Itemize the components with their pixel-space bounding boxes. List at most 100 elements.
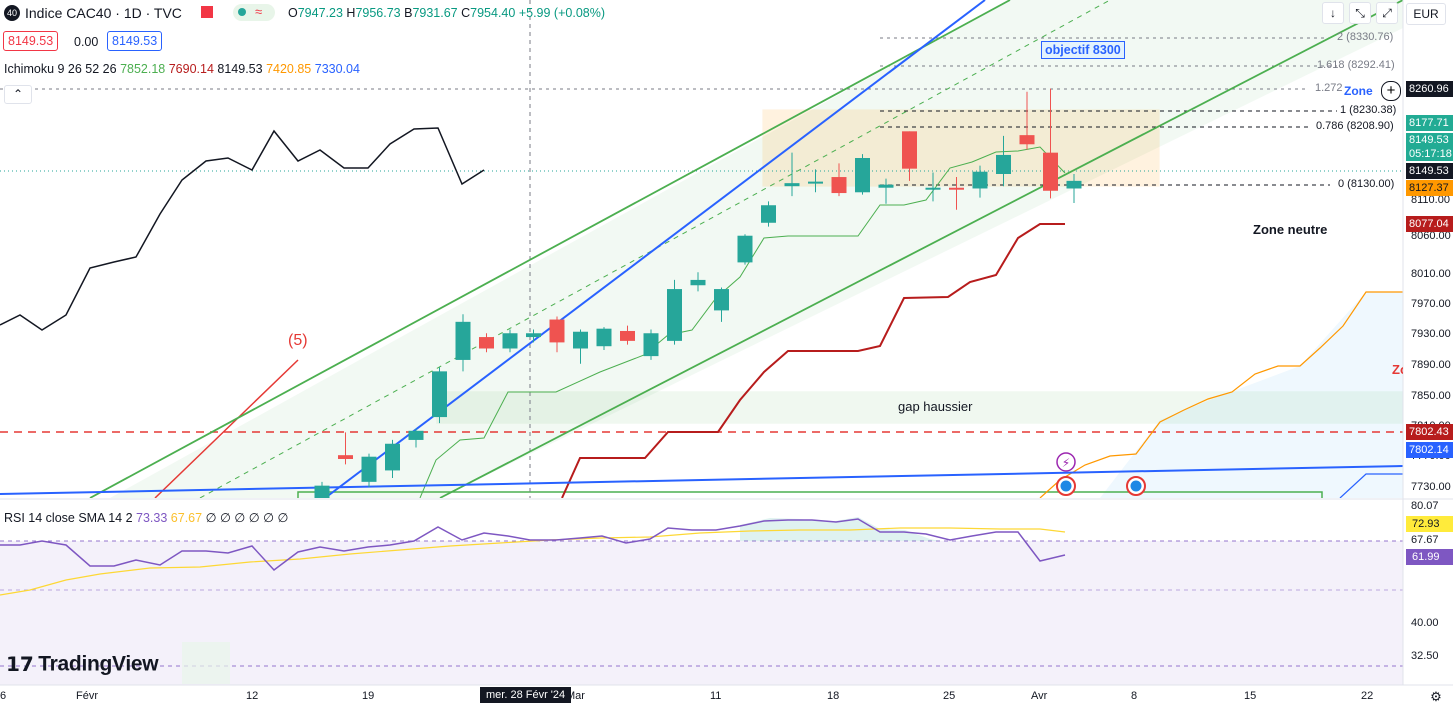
candle[interactable] [737,235,753,263]
candle[interactable] [667,289,682,341]
candle[interactable] [549,319,565,343]
wave-line [154,359,299,498]
candle[interactable] [831,177,847,194]
candle[interactable] [385,443,400,471]
rsi-pane [0,517,1066,596]
candle[interactable] [596,328,612,347]
expand-icon: ⤡ [1355,6,1365,20]
trend-line-flat [0,465,1403,495]
channel-mid-line [199,0,1111,498]
arrows-icon: ⤢ [1382,6,1392,20]
time-label: 11 [710,690,722,702]
countdown-tag: 05:17:18 [1406,147,1453,161]
candle[interactable] [949,187,964,190]
candle[interactable] [479,337,494,349]
candle[interactable] [1043,152,1058,191]
candle[interactable] [855,157,870,193]
buy-price-box[interactable]: 8149.53 [107,31,163,51]
price-axis-label: 7890.00 [1411,359,1451,371]
candle[interactable] [972,171,988,189]
price-axis-label: 7970.00 [1411,298,1451,310]
senkou-b-line [1339,473,1403,498]
price-tag-green: 8177.71 [1406,115,1453,131]
zone-neutre-label[interactable]: Zone neutre [1253,222,1328,237]
kijun-line [561,223,1065,498]
rsi-line [0,518,1066,572]
add-alert-icon[interactable]: + [1381,81,1401,101]
zone-label-cut[interactable]: Zone [1344,84,1373,98]
candle[interactable] [314,485,330,505]
settings-gear-icon[interactable]: ⚙ [1430,689,1442,704]
gap-box [436,391,1403,424]
time-label: 19 [362,690,375,702]
tv-logo-icon: 𝟭𝟳 [6,654,34,676]
candle[interactable] [526,333,541,338]
flag-icon[interactable] [201,6,213,18]
candle[interactable] [432,371,447,418]
candle[interactable] [1066,180,1082,189]
candle[interactable] [361,456,377,482]
time-label: 22 [1361,690,1374,702]
time-label: Avr [1031,690,1048,702]
tradingview-logo[interactable]: 𝟭𝟳 TradingView [6,652,159,677]
ichimoku-legend[interactable]: Ichimoku 9 26 52 26 7852.18 7690.14 8149… [4,62,360,76]
candle[interactable] [784,183,800,187]
gap-label[interactable]: gap haussier [898,399,973,414]
price-axis-label: 7730.00 [1411,481,1451,493]
candle[interactable] [761,205,776,223]
currency-button[interactable]: EUR [1406,3,1446,25]
price-axis-label: 8110.00 [1411,194,1450,206]
fib-label-0: 0 (8130.00) [1338,178,1395,190]
range-box [762,109,1160,187]
candle[interactable] [573,331,588,349]
candle[interactable] [455,321,471,360]
candle[interactable] [925,187,941,190]
scroll-down-button[interactable]: ↓ [1322,2,1344,24]
rsi-sma-tag: 72.93 [1406,516,1453,532]
sell-price-box[interactable]: 8149.53 [3,31,59,51]
fullscreen-button[interactable]: ⤡ [1349,2,1371,24]
price-tag-kijun: 8077.04 [1406,216,1453,232]
main-pane: ⚡ [0,0,1403,505]
candle[interactable] [808,181,823,184]
candle[interactable] [878,184,894,188]
candle[interactable] [502,333,518,349]
candle[interactable] [1019,135,1035,145]
channel-lower-line [439,0,1403,498]
symbol-title[interactable]: Indice CAC40 · 1D · TVC [25,5,182,21]
rsi-sma-line [0,527,1066,596]
maximize-button[interactable]: ⤢ [1376,2,1398,24]
rsi-legend[interactable]: RSI 14 close SMA 14 2 73.33 67.67 ∅ ∅ ∅ … [4,511,289,525]
price-tag-trend: 7802.14 [1406,442,1453,458]
time-label: 18 [827,690,840,702]
wave-5-label[interactable]: (5) [288,332,308,349]
candle[interactable] [620,330,635,341]
fib-label-0786: 0.786 (8208.90) [1316,120,1394,132]
fib-label-1618: 1.618 (8292.41) [1317,59,1395,71]
price-axis-label: 7930.00 [1411,328,1451,340]
candle[interactable] [996,154,1011,174]
time-label: 12 [246,690,259,702]
chevron-up-icon: ⌃ [12,87,24,101]
price-tag-last: 8149.53 [1406,133,1453,147]
candles-group [314,88,1082,505]
candle[interactable] [338,455,353,459]
candle[interactable] [714,289,729,311]
price-axis-label: 7850.00 [1411,390,1451,402]
candle[interactable] [643,333,659,357]
collapse-legend-button[interactable]: ⌃ [4,85,32,104]
candle[interactable] [408,430,424,440]
ohlc-readout: O7947.23 H7956.73 B7931.67 C7954.40 +5.9… [288,6,605,20]
price-tag-ichimoku: 8149.53 [1406,163,1453,179]
lightning-icon[interactable] [1056,452,1076,472]
wave-icon: ≈ [255,4,263,19]
price-tag-support: 7802.43 [1406,424,1453,440]
svg-text:⚡: ⚡ [1062,456,1070,470]
market-status-pill[interactable]: ≈ [233,4,275,21]
candle[interactable] [902,131,917,169]
ichimoku-cloud [1100,292,1403,498]
candle[interactable] [690,279,706,286]
objectif-label[interactable]: objectif 8300 [1041,41,1125,59]
zone-red-label-cut[interactable]: Zo [1392,362,1403,377]
